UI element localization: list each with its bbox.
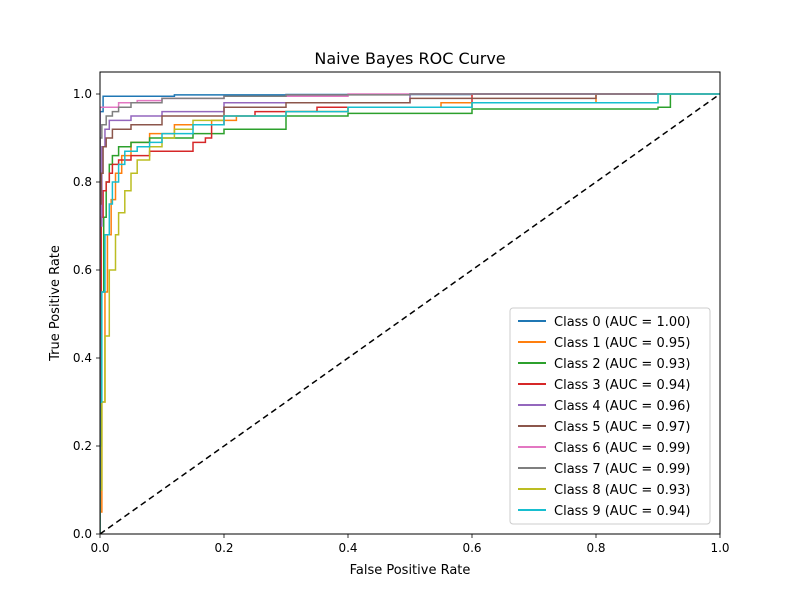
- y-tick-label: 0.2: [73, 439, 92, 453]
- x-tick-label: 0.2: [214, 541, 233, 555]
- legend-box: [509, 307, 711, 525]
- y-tick-label: 0.4: [73, 351, 92, 365]
- x-tick-label: 1.0: [710, 541, 729, 555]
- y-tick-label: 0.6: [73, 263, 92, 277]
- legend-entry-label: Class 6 (AUC = 0.99): [554, 441, 690, 456]
- roc-curve-class-9: [100, 93, 720, 534]
- x-axis-label: False Positive Rate: [350, 563, 471, 578]
- legend-entry-label: Class 2 (AUC = 0.93): [554, 357, 690, 372]
- legend: Class 0 (AUC = 1.00) Class 1 (AUC = 0.95)…: [509, 307, 711, 525]
- x-tick-label: 0.4: [338, 541, 357, 555]
- legend-entry-label: Class 3 (AUC = 0.94): [554, 378, 690, 393]
- roc-curve-class-4: [100, 93, 720, 534]
- roc-curve-class-6: [100, 93, 720, 534]
- y-tick-label: 1.0: [73, 87, 92, 101]
- roc-curve-class-2: [100, 93, 720, 534]
- chart-title: Naive Bayes ROC Curve: [314, 49, 505, 68]
- roc-curve-class-5: [100, 93, 720, 534]
- x-tick-label: 0.0: [90, 541, 109, 555]
- legend-entry-label: Class 8 (AUC = 0.93): [554, 483, 690, 498]
- x-tick-label: 0.6: [462, 541, 481, 555]
- legend-entry-label: Class 0 (AUC = 1.00): [554, 315, 690, 330]
- roc-curve-class-7: [100, 93, 720, 534]
- legend-entry-label: Class 4 (AUC = 0.96): [554, 399, 690, 414]
- legend-entry-label: Class 1 (AUC = 0.95): [554, 336, 690, 351]
- y-tick-label: 0.8: [73, 175, 92, 189]
- legend-entry-label: Class 9 (AUC = 0.94): [554, 504, 690, 519]
- legend-entry-label: Class 5 (AUC = 0.97): [554, 420, 690, 435]
- axes-frame: [99, 71, 721, 535]
- y-tick-label: 0.0: [73, 527, 92, 541]
- chance-diagonal-line: [100, 93, 720, 534]
- plot-area: 0.0 0.2 0.4 0.6 0.8 1.0 0.0 0.2 0.4 0.6 0.8 1.0: [73, 71, 730, 555]
- legend-entry-label: Class 7 (AUC = 0.99): [554, 462, 690, 477]
- series-lines: [100, 93, 720, 534]
- y-axis-label: True Positive Rate: [48, 245, 63, 362]
- x-tick-label: 0.8: [586, 541, 605, 555]
